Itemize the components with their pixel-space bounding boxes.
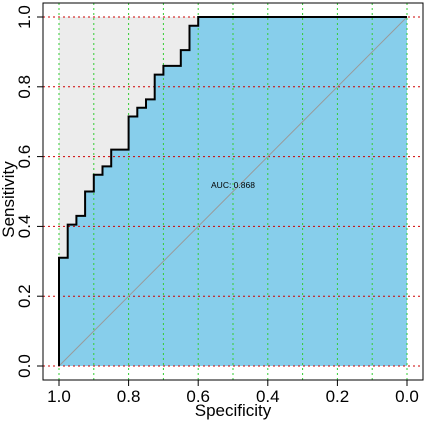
- plot-frame-layer: [42, 2, 424, 381]
- roc-curve: [58, 16, 407, 366]
- x-tick-label: 0.2: [326, 387, 350, 406]
- auc-label: AUC: 0.868: [211, 180, 255, 190]
- tick-layer: 1.0 0.8 0.6 0.4 0.2 0.0 0.0 0.2 0.4 0.6 0.8 1.0: [15, 5, 419, 406]
- y-tick-label: 0.0: [15, 354, 34, 378]
- y-tick-label: 0.8: [15, 75, 34, 99]
- x-tick-label: 0.6: [186, 387, 210, 406]
- x-tick-label: 0.0: [395, 387, 419, 406]
- diagonal-layer: [58, 16, 408, 367]
- diagonal-reference-line: [58, 16, 408, 367]
- x-tick-label: 0.4: [256, 387, 280, 406]
- y-tick-label: 0.4: [15, 215, 34, 239]
- plot-frame: [42, 2, 424, 381]
- x-tick-label: 0.8: [117, 387, 141, 406]
- x-axis-title: Specificity: [195, 401, 272, 420]
- y-tick-label: 0.6: [15, 145, 34, 169]
- y-axis-title: Sensitivity: [0, 161, 18, 238]
- x-tick-label: 1.0: [47, 387, 71, 406]
- y-tick-label: 1.0: [15, 5, 34, 29]
- y-tick-label: 0.2: [15, 284, 34, 308]
- roc-curve-layer: [58, 16, 407, 366]
